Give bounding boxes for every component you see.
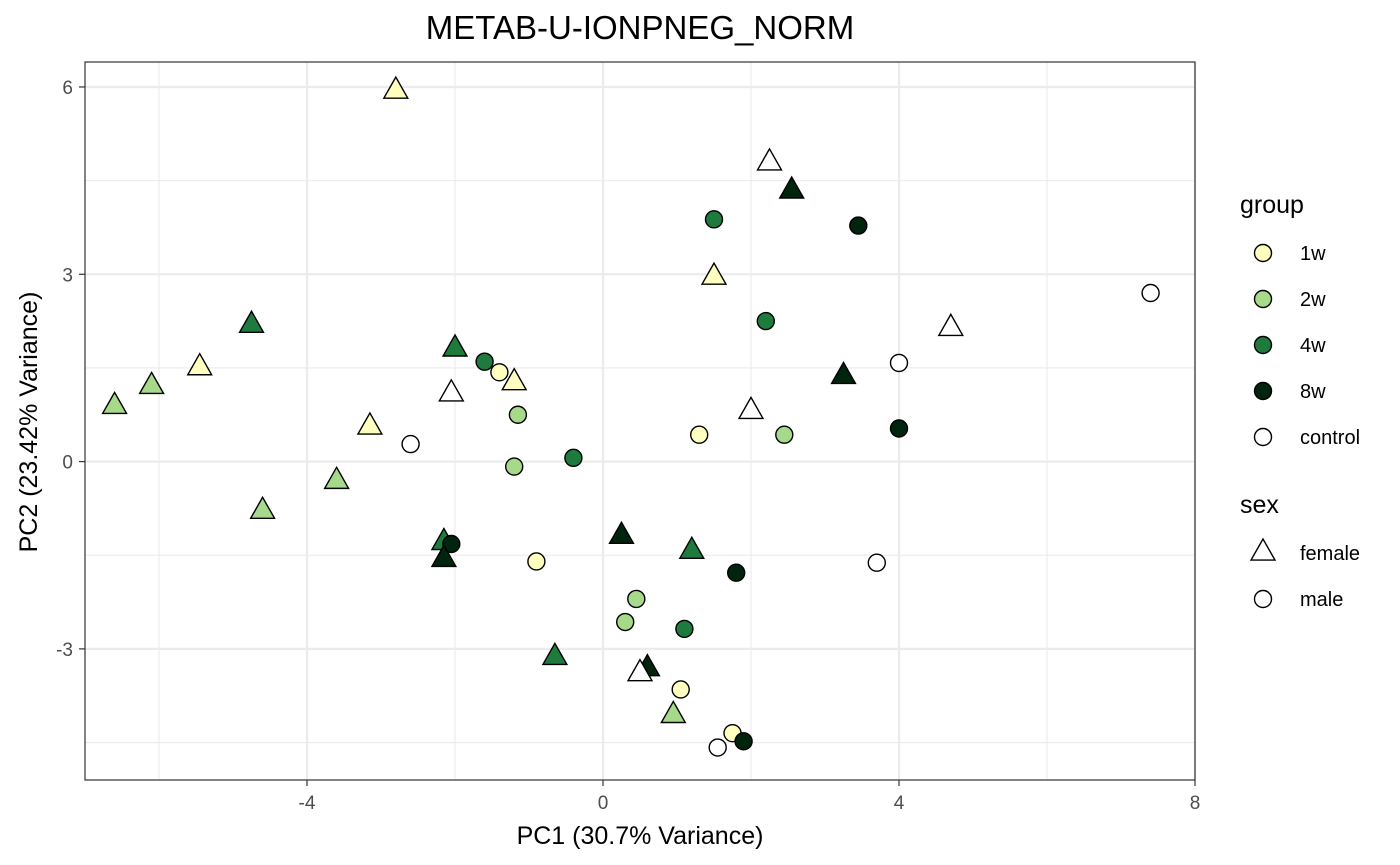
data-point [430, 543, 458, 568]
data-point [441, 333, 469, 357]
data-point [889, 353, 909, 373]
data-point [889, 419, 909, 438]
data-point [626, 658, 654, 682]
x-axis-title: PC1 (30.7% Variance) [517, 822, 764, 850]
data-point [867, 553, 886, 572]
data-point [627, 589, 646, 609]
data-point [734, 732, 753, 751]
legend-label: 2w [1300, 289, 1326, 311]
data-point [490, 363, 509, 382]
data-point [737, 395, 765, 420]
x-tick-label: 0 [598, 793, 609, 814]
data-point [1141, 283, 1160, 303]
data-point [671, 680, 690, 699]
data-point [541, 641, 569, 666]
legend-label: female [1300, 543, 1360, 565]
data-point [675, 619, 694, 639]
data-point [238, 309, 265, 333]
data-point [249, 495, 276, 520]
legend-key [1253, 381, 1273, 401]
legend-title: sex [1240, 491, 1279, 519]
data-point [438, 378, 465, 402]
data-point [101, 390, 128, 415]
data-point [527, 552, 546, 571]
data-point [775, 425, 794, 444]
data-point [849, 216, 868, 235]
x-tick-label: 8 [1190, 793, 1201, 814]
data-point [608, 520, 635, 545]
legend-key [1249, 537, 1277, 561]
data-point [756, 311, 775, 331]
legend: group 1w 2w 4w 8w control sex female male [1240, 191, 1360, 611]
data-point [442, 534, 461, 554]
data-point [186, 352, 213, 376]
data-point [356, 411, 384, 435]
legend-key [1253, 289, 1273, 309]
data-point [778, 175, 805, 199]
data-point [505, 457, 524, 476]
data-point [475, 352, 494, 371]
data-point [660, 700, 687, 724]
y-tick-label: 6 [62, 78, 73, 99]
y-tick-label: 3 [62, 265, 73, 286]
data-point [756, 147, 783, 171]
data-point [401, 434, 420, 454]
data-point [616, 612, 635, 632]
data-point [700, 261, 728, 285]
data-point [727, 563, 746, 582]
x-tick-label: -4 [299, 793, 316, 814]
y-tick-label: 0 [62, 453, 73, 474]
data-point [501, 367, 528, 391]
chart-title: METAB-U-IONPNEG_NORM [426, 9, 854, 46]
data-point [937, 312, 964, 337]
data-point [708, 738, 727, 757]
data-point [564, 448, 583, 468]
legend-title: group [1240, 191, 1304, 219]
data-points [101, 75, 1160, 757]
legend-label: control [1300, 427, 1360, 449]
data-point [508, 405, 528, 424]
legend-key [1253, 427, 1273, 447]
data-point [704, 210, 724, 229]
legend-key [1253, 335, 1273, 355]
legend-label: 4w [1300, 335, 1326, 357]
legend-label: 8w [1300, 381, 1326, 403]
axis-ticks: -4 0 4 8 -3 0 3 6 [56, 78, 1200, 814]
data-point [678, 535, 705, 559]
data-point [382, 75, 409, 99]
legend-key [1253, 589, 1273, 609]
legend-key [1253, 243, 1273, 263]
legend-label: 1w [1300, 243, 1326, 265]
legend-label: male [1300, 589, 1343, 611]
plot-panel-border [84, 61, 1196, 781]
data-point [138, 370, 165, 395]
y-axis-title: PC2 (23.42% Variance) [15, 292, 43, 553]
data-point [323, 465, 350, 490]
y-tick-label: -3 [56, 640, 73, 661]
data-point [830, 361, 857, 385]
data-point [690, 425, 709, 444]
x-tick-label: 4 [894, 793, 905, 814]
